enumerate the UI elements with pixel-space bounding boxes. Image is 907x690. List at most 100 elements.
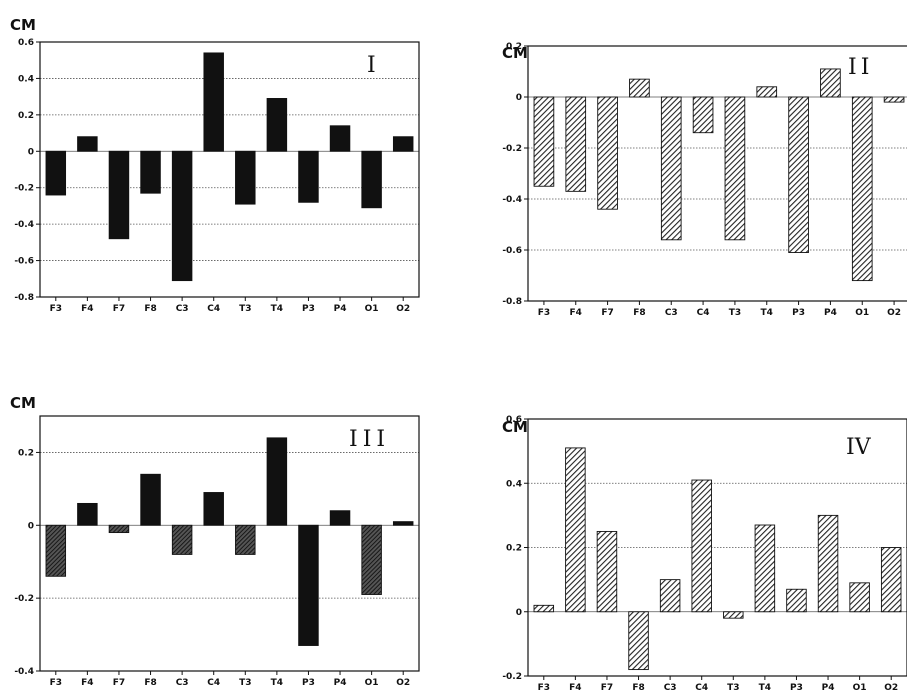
chart-panel-1-ylabel: CM [10, 16, 36, 34]
bar [298, 524, 319, 646]
chart-panel-4-title: IV [846, 435, 872, 460]
x-tick-label: T3 [727, 683, 739, 690]
bar [596, 530, 618, 613]
bar [235, 524, 256, 555]
y-tick-label: -0.6 [502, 246, 522, 256]
bar [266, 98, 288, 152]
plot-frame [527, 45, 907, 302]
bar [171, 150, 193, 282]
bar [235, 150, 256, 205]
x-tick-label: O1 [365, 304, 379, 314]
x-tick-label: O2 [396, 678, 410, 688]
bar [820, 68, 841, 98]
chart-panel-1: CM I 0.6 0.4 0.2 0 -0.2 -0.4 -0.6 -0.8 F3 F4 F7 F8 C… [10, 16, 420, 314]
x-tick-label: C4 [695, 683, 708, 690]
x-tick-label: F7 [113, 304, 125, 314]
y-tick-label: 0 [516, 93, 522, 103]
y-tick-label: -0.2 [502, 672, 522, 682]
bar [660, 96, 682, 241]
x-tick-label: T4 [761, 308, 773, 318]
bar [629, 78, 650, 98]
x-tick-label: O1 [855, 308, 869, 318]
bar [659, 579, 681, 613]
x-tick-label: C4 [207, 678, 220, 688]
y-tick-label: 0 [516, 608, 522, 618]
x-tick-label: F7 [601, 683, 613, 690]
bar [108, 524, 130, 534]
x-tick-label: T4 [271, 304, 283, 314]
bar [691, 479, 712, 613]
bar [786, 588, 807, 613]
y-tick-label: 0.2 [18, 448, 34, 458]
y-tick-label: 0 [28, 521, 34, 531]
x-tick-label: C4 [207, 304, 220, 314]
y-tick-label: -0.6 [14, 257, 34, 267]
x-tick-label: P3 [790, 683, 803, 690]
chart-panel-4: CM IV 0.6 0.4 0.2 0 -0.2 F3 F4 F7 F8 C3 C4 T3 T4 P3 P4… [502, 415, 907, 690]
chart-panel-2-ylabel: CM [502, 44, 528, 62]
bar [533, 96, 555, 187]
x-tick-label: F4 [81, 678, 93, 688]
y-tick-label: -0.2 [14, 594, 34, 604]
bar [77, 136, 98, 152]
plot-frame [39, 415, 420, 672]
y-tick-label: 0.6 [18, 38, 34, 48]
y-tick-label: 0.2 [506, 42, 522, 52]
bar [565, 447, 586, 613]
x-tick-label: P4 [334, 678, 347, 688]
chart-panel-2-title: II [848, 55, 873, 80]
x-tick-label: F8 [144, 678, 156, 688]
x-tick-label: F7 [113, 678, 125, 688]
bar [171, 524, 193, 555]
y-tick-label: -0.2 [14, 184, 34, 194]
bar [754, 524, 776, 613]
x-tick-label: T4 [271, 678, 283, 688]
x-tick-label: F3 [50, 304, 62, 314]
x-tick-label: F8 [633, 308, 645, 318]
bar [788, 96, 809, 254]
x-tick-label: F8 [144, 304, 156, 314]
x-tick-label: P4 [822, 683, 835, 690]
x-tick-label: T3 [239, 678, 251, 688]
bar [45, 150, 67, 196]
bar [756, 86, 778, 98]
y-tick-label: 0.4 [18, 74, 34, 84]
x-tick-label: P3 [302, 678, 315, 688]
x-tick-label: O2 [396, 304, 410, 314]
x-tick-label: F3 [538, 308, 550, 318]
bar [533, 604, 555, 613]
x-tick-label: O2 [887, 308, 901, 318]
bar [45, 524, 67, 577]
y-tick-label: -0.4 [14, 220, 34, 230]
bar [392, 136, 414, 152]
x-tick-label: F4 [569, 683, 581, 690]
x-tick-label: P4 [824, 308, 837, 318]
chart-panel-1-title: I [367, 53, 376, 78]
x-tick-label: C3 [176, 678, 189, 688]
x-tick-label: O1 [365, 678, 379, 688]
chart-panel-2: CM II 0.2 0 -0.2 -0.4 -0.6 -0.8 F3 F4 F7 F8 C3 C4 T3… [502, 42, 907, 318]
x-tick-label: F3 [50, 678, 62, 688]
y-tick-label: 0.6 [506, 415, 522, 425]
x-tick-label: O1 [853, 683, 867, 690]
bar [203, 492, 224, 526]
bar [597, 96, 618, 210]
chart-panel-4-ylabel: CM [502, 418, 528, 436]
y-tick-label: 0 [28, 147, 34, 157]
bar [880, 547, 902, 613]
bar [329, 125, 351, 152]
x-tick-label: P3 [302, 304, 315, 314]
bar [692, 96, 714, 134]
x-tick-label: C3 [664, 683, 677, 690]
plot-frame [527, 418, 907, 677]
y-tick-label: 0.2 [18, 111, 34, 121]
x-tick-label: T4 [759, 683, 771, 690]
bar [628, 611, 649, 671]
bar [851, 96, 873, 282]
bar [266, 437, 288, 526]
bar [140, 150, 161, 194]
bar [108, 150, 130, 240]
chart-panel-3-ylabel: CM [10, 394, 36, 412]
y-tick-label: 0.4 [506, 479, 522, 489]
x-tick-label: T3 [729, 308, 741, 318]
